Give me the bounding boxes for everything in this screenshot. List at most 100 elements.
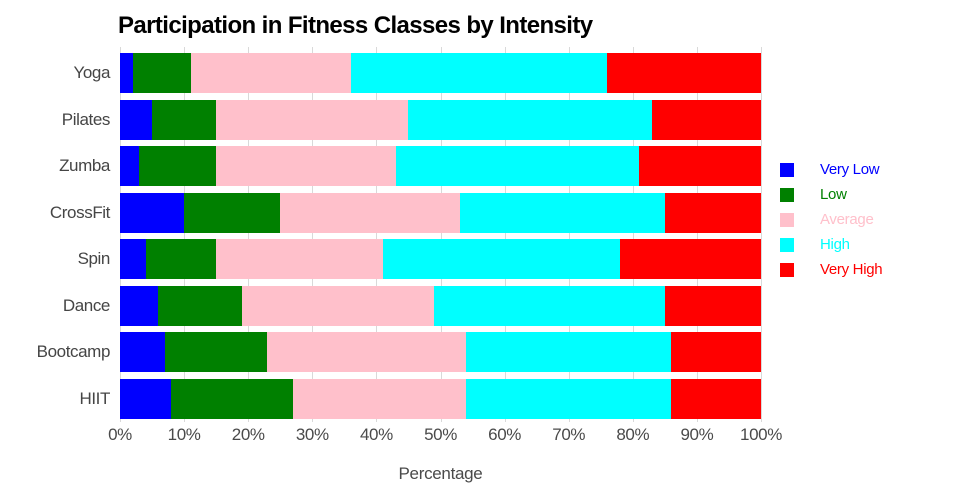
y-axis-label: Spin [77, 249, 111, 269]
bar-segment [132, 53, 191, 94]
x-tick-label: 90% [680, 425, 714, 444]
bar-segment [120, 99, 153, 140]
bar-segment [466, 332, 672, 373]
bar-zumba [120, 146, 761, 187]
bar-segment [434, 285, 665, 326]
legend-label: Very High [820, 261, 883, 278]
gridline [568, 47, 570, 422]
x-tick-label: 10% [167, 425, 201, 444]
bar-segment [158, 285, 242, 326]
bar-segment [216, 239, 383, 280]
legend-swatch [780, 237, 794, 252]
bar-segment [671, 332, 761, 373]
legend-label: Average [820, 211, 874, 228]
bar-segment [652, 99, 761, 140]
y-axis-label: Zumba [59, 156, 110, 176]
bar-segment [120, 378, 172, 419]
bar-segment [120, 285, 159, 326]
bar-segment [664, 285, 761, 326]
bar-segment [152, 99, 217, 140]
x-tick-label: 0% [108, 425, 132, 444]
bar-segment [190, 53, 351, 94]
y-axis-label: Yoga [73, 63, 110, 83]
bar-segment [466, 378, 672, 419]
x-tick-label: 40% [359, 425, 393, 444]
legend-swatch [780, 162, 794, 177]
bar-segment [280, 192, 460, 233]
bar-segment [395, 146, 640, 187]
legend: Very Low Low Average High Very High [780, 157, 883, 282]
gridline [632, 47, 634, 422]
bar-segment [619, 239, 761, 280]
bar-segment [139, 146, 217, 187]
bar-row [120, 97, 761, 144]
y-axis-label: Pilates [61, 109, 111, 129]
bar-row [120, 143, 761, 190]
bar-segment [408, 99, 653, 140]
y-axis-label: Bootcamp [36, 342, 111, 362]
x-axis-title: Percentage [398, 464, 483, 483]
gridline [696, 47, 698, 422]
plot-area [120, 47, 762, 422]
bar-segment [164, 332, 268, 373]
bar-rows [120, 50, 761, 422]
bar-segment [664, 192, 761, 233]
x-tick-label: 60% [488, 425, 522, 444]
y-axis-labels: Yoga Pilates Zumba CrossFit Spin Dance Bootcam… [0, 50, 111, 422]
gridline [120, 47, 121, 422]
bar-crossfit [120, 192, 761, 233]
legend-label: Very Low [820, 161, 880, 178]
legend-item: Very High [780, 257, 883, 282]
bar-segment [267, 332, 467, 373]
x-tick-label: 70% [552, 425, 586, 444]
bar-segment [120, 332, 165, 373]
bar-segment [171, 378, 294, 419]
bar-row [120, 50, 761, 97]
bar-hiit [120, 378, 761, 419]
bar-segment [216, 146, 396, 187]
bar-segment [120, 239, 146, 280]
bar-segment [639, 146, 761, 187]
bar-segment [120, 53, 133, 94]
gridline [248, 47, 250, 422]
bar-segment [350, 53, 608, 94]
bar-row [120, 329, 761, 376]
x-tick-label: 80% [616, 425, 650, 444]
x-tick-label: 100% [740, 425, 782, 444]
legend-item: Average [780, 207, 882, 232]
x-tick-label: 20% [231, 425, 265, 444]
x-tick-label: 30% [295, 425, 329, 444]
bar-row [120, 283, 761, 330]
legend-item: Low [780, 182, 882, 207]
bar-segment [241, 285, 435, 326]
bar-segment [120, 192, 185, 233]
gridline [440, 47, 442, 422]
legend-label: High [820, 236, 850, 253]
gridline [376, 47, 378, 422]
bar-row [120, 236, 761, 283]
bar-segment [145, 239, 217, 280]
legend-item: High [780, 232, 882, 257]
legend-label: Low [820, 186, 847, 203]
gridline [312, 47, 314, 422]
bar-row [120, 190, 761, 237]
y-axis-label: CrossFit [49, 202, 110, 222]
legend-swatch [780, 262, 794, 277]
gridline [504, 47, 506, 422]
bar-segment [382, 239, 620, 280]
x-axis-ticks: 0% 10% 20% 30% 40% 50% 60% 70% 80% 90% 100% [108, 425, 782, 445]
bar-segment [671, 378, 761, 419]
gridline [184, 47, 186, 422]
y-axis-label: Dance [62, 295, 111, 315]
bar-segment [293, 378, 467, 419]
bar-spin [120, 239, 761, 280]
bar-segment [184, 192, 281, 233]
bar-pilates [120, 99, 761, 140]
bar-segment [607, 53, 761, 94]
bar-segment [216, 99, 409, 140]
bar-segment [120, 146, 140, 187]
bar-segment [459, 192, 665, 233]
chart-title: Participation in Fitness Classes by Inte… [118, 12, 593, 39]
bar-yoga [120, 53, 761, 94]
bar-dance [120, 285, 761, 326]
